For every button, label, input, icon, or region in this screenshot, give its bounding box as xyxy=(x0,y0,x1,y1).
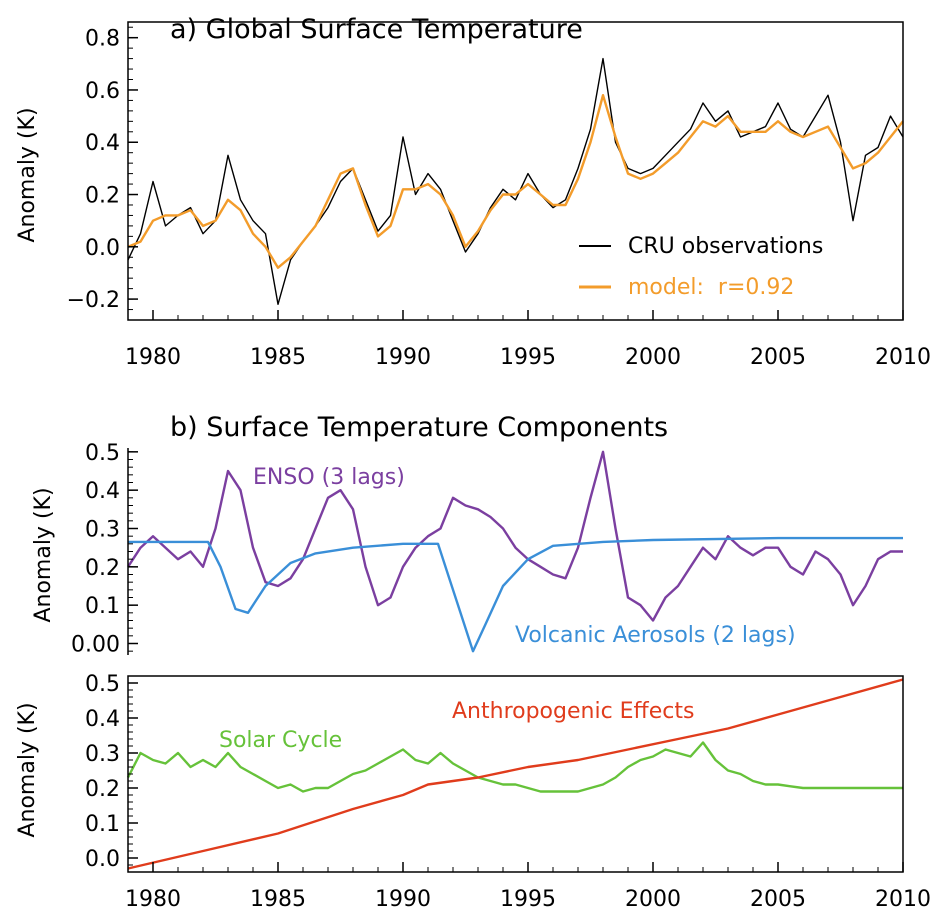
y-tick-label-b-lower-2: 0.2 xyxy=(85,777,120,802)
x-tick-label-b-lower-0: 1980 xyxy=(125,887,181,912)
series-label-solar: Solar Cycle xyxy=(219,728,342,753)
series-label-enso: ENSO (3 lags) xyxy=(253,465,405,490)
y-tick-label-b-lower-5: 0.5 xyxy=(85,672,120,697)
y-tick-label-a-1: 0.0 xyxy=(85,236,120,261)
x-tick-label-a-4: 2000 xyxy=(625,345,681,370)
y-tick-label-a-3: 0.4 xyxy=(85,131,120,156)
legend-label-cru: CRU observations xyxy=(628,234,823,259)
series-label-anthropogenic: Anthropogenic Effects xyxy=(452,699,694,724)
y-tick-label-a-0: −0.2 xyxy=(67,288,120,313)
x-tick-label-a-5: 2005 xyxy=(750,345,806,370)
y-tick-label-b-upper-0: 0.00 xyxy=(71,633,120,658)
series-label-volcanic: Volcanic Aerosols (2 lags) xyxy=(515,623,796,648)
x-tick-label-a-3: 1995 xyxy=(500,345,556,370)
y-tick-label-b-upper-4: 0.4 xyxy=(85,479,120,504)
y-tick-label-b-lower-3: 0.3 xyxy=(85,742,120,767)
x-tick-label-a-0: 1980 xyxy=(125,345,181,370)
panel-a-global-surface-temperature: a) Global Surface Temperature Anomaly (K… xyxy=(15,14,931,370)
panel-b-upper-enso-volcanic: Anomaly (K) 0.00 0.1 0.2 0.3 0.4 0.5 ENSO (3 … xyxy=(31,441,903,658)
y-tick-label-b-upper-2: 0.2 xyxy=(85,556,120,581)
x-tick-label-a-2: 1990 xyxy=(375,345,431,370)
y-tick-label-a-5: 0.8 xyxy=(85,27,120,52)
x-tick-label-b-lower-5: 2005 xyxy=(750,887,806,912)
y-tick-label-b-lower-0: 0.0 xyxy=(85,847,120,872)
panel-b-lower-y-axis-label: Anomaly (K) xyxy=(15,702,40,837)
x-tick-label-b-lower-1: 1985 xyxy=(250,887,306,912)
panel-a-legend: CRU observations model: r=0.92 xyxy=(579,234,823,300)
y-tick-label-b-upper-5: 0.5 xyxy=(85,441,120,466)
x-tick-label-a-6: 2010 xyxy=(875,345,931,370)
panel-b-upper-y-axis-label: Anomaly (K) xyxy=(31,487,56,622)
y-tick-label-b-upper-1: 0.1 xyxy=(85,594,120,619)
legend-label-model: model: r=0.92 xyxy=(628,275,794,300)
panel-b-lower-solar-anthropogenic: Anomaly (K) 0.0 0.1 0.2 0.3 0.4 0.5 1980 1985 19… xyxy=(15,672,931,912)
series-line-b-upper-0 xyxy=(128,452,903,621)
panel-b-title: b) Surface Temperature Components xyxy=(170,412,668,443)
panel-a-y-axis-label: Anomaly (K) xyxy=(15,107,40,242)
y-tick-label-b-lower-4: 0.4 xyxy=(85,707,120,732)
x-tick-label-a-1: 1985 xyxy=(250,345,306,370)
y-tick-label-b-upper-3: 0.3 xyxy=(85,518,120,543)
y-tick-label-a-4: 0.6 xyxy=(85,79,120,104)
y-tick-label-a-2: 0.2 xyxy=(85,184,120,209)
series-line-a-0 xyxy=(128,59,903,305)
x-tick-label-b-lower-2: 1990 xyxy=(375,887,431,912)
y-tick-label-b-lower-1: 0.1 xyxy=(85,812,120,837)
x-tick-label-b-lower-4: 2000 xyxy=(625,887,681,912)
panel-a-title: a) Global Surface Temperature xyxy=(170,14,583,45)
x-tick-label-b-lower-6: 2010 xyxy=(875,887,931,912)
x-tick-label-b-lower-3: 1995 xyxy=(500,887,556,912)
